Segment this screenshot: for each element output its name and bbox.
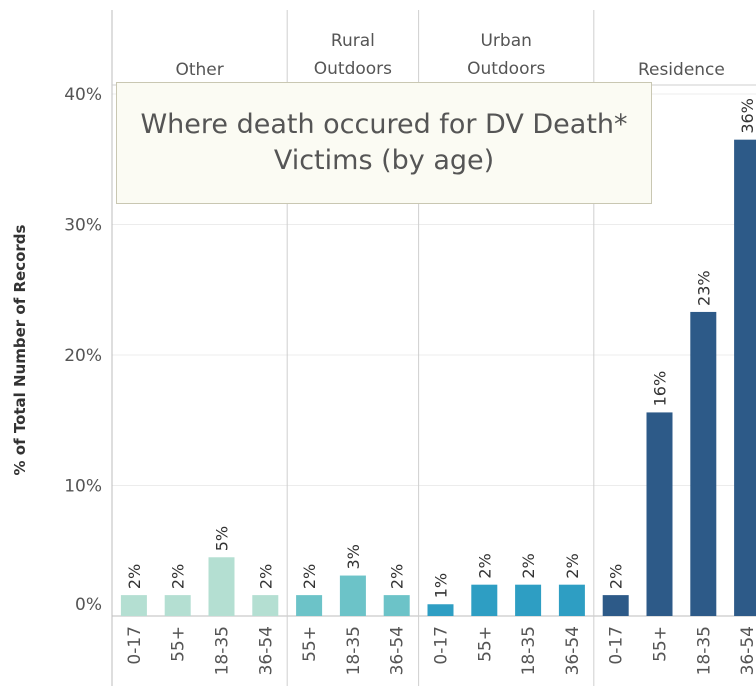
data-label: 2% [300, 564, 319, 589]
bar [252, 595, 279, 616]
data-label: 36% [738, 98, 756, 134]
x-tick-label: 55+ [169, 626, 189, 662]
y-tick-label: 20% [64, 346, 102, 366]
x-tick-label: 0-17 [432, 626, 452, 665]
x-tick-label: 36-54 [738, 626, 756, 675]
x-tick-label: 55+ [475, 626, 495, 662]
y-tick-label: 0% [75, 595, 102, 615]
group-header: Outdoors [314, 59, 392, 79]
y-tick-label: 30% [64, 216, 102, 236]
bar [602, 595, 629, 616]
group-header: Outdoors [467, 59, 545, 79]
data-label: 2% [519, 553, 538, 578]
bar [471, 584, 498, 616]
bar [515, 584, 542, 616]
bar [208, 557, 235, 616]
bar [164, 595, 191, 616]
y-tick-label: 40% [64, 85, 102, 105]
x-tick-label: 55+ [300, 626, 320, 662]
data-label: 3% [344, 544, 363, 569]
bar [383, 595, 410, 616]
group-header: Urban [480, 31, 531, 51]
group-header: Residence [638, 60, 725, 80]
x-tick-label: 18-35 [519, 626, 539, 675]
bar [734, 139, 756, 617]
chart-title: Where death occured for DV Death* Victim… [140, 109, 628, 176]
x-tick-label: 0-17 [607, 626, 627, 665]
data-label: 2% [563, 553, 582, 578]
x-tick-label: 18-35 [344, 626, 364, 675]
x-tick-label: 0-17 [125, 626, 145, 665]
x-tick-label: 18-35 [213, 626, 233, 675]
data-label: 16% [651, 371, 670, 407]
data-label: 2% [125, 564, 144, 589]
chart-title-box: Where death occured for DV Death* Victim… [116, 82, 652, 204]
x-tick-label: 36-54 [388, 626, 408, 675]
data-label: 2% [169, 564, 188, 589]
bar [427, 604, 454, 616]
x-tick-label: 36-54 [563, 626, 583, 675]
group-header: Other [175, 60, 223, 80]
y-tick-label: 10% [64, 477, 102, 497]
data-label: 2% [256, 564, 275, 589]
bar [646, 412, 673, 616]
y-axis-label: % of Total Number of Records [11, 224, 29, 476]
x-tick-label: 18-35 [694, 626, 714, 675]
data-label: 23% [694, 270, 713, 306]
data-label: 2% [475, 553, 494, 578]
bar [120, 595, 147, 616]
bar [690, 311, 717, 616]
x-tick-label: 55+ [651, 626, 671, 662]
x-tick-label: 36-54 [256, 626, 276, 675]
group-header: Rural [331, 31, 375, 51]
data-label: 1% [432, 573, 451, 598]
bar [296, 595, 323, 616]
data-label: 2% [607, 564, 626, 589]
data-label: 5% [213, 526, 232, 551]
bar [558, 584, 585, 616]
bar [339, 575, 366, 616]
data-label: 2% [388, 564, 407, 589]
